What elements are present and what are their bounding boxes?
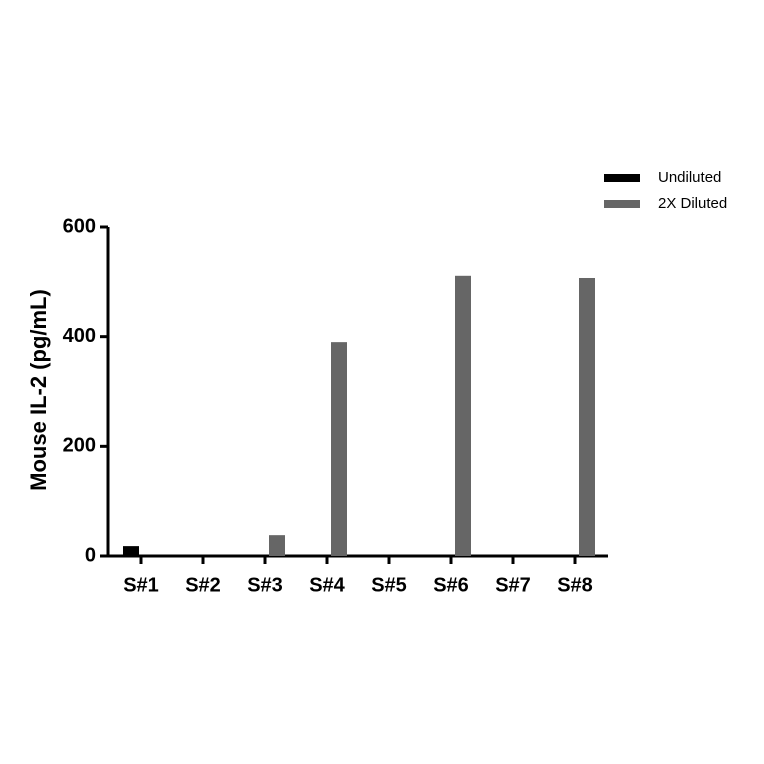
legend-swatch	[604, 174, 640, 182]
x-tick-label: S#2	[185, 574, 221, 596]
y-tick-label: 200	[63, 435, 96, 457]
bar	[331, 342, 347, 556]
y-tick-label: 0	[85, 544, 96, 566]
x-tick-label: S#7	[495, 574, 531, 596]
y-axis-label: Mouse IL-2 (pg/mL)	[26, 289, 51, 491]
legend-label: Undiluted	[658, 169, 721, 186]
x-tick-label: S#6	[433, 574, 469, 596]
bar	[269, 535, 285, 556]
x-tick-label: S#5	[371, 574, 407, 596]
y-tick-label: 400	[63, 325, 96, 347]
x-tick-label: S#4	[309, 574, 345, 596]
x-tick-label: S#8	[557, 574, 593, 596]
bar	[123, 546, 139, 556]
x-tick-label: S#3	[247, 574, 283, 596]
bar	[579, 277, 595, 556]
legend-swatch	[604, 200, 640, 208]
bar	[455, 275, 471, 556]
y-tick-label: 600	[63, 215, 96, 237]
legend-label: 2X Diluted	[658, 195, 727, 212]
x-tick-label: S#1	[123, 574, 159, 596]
